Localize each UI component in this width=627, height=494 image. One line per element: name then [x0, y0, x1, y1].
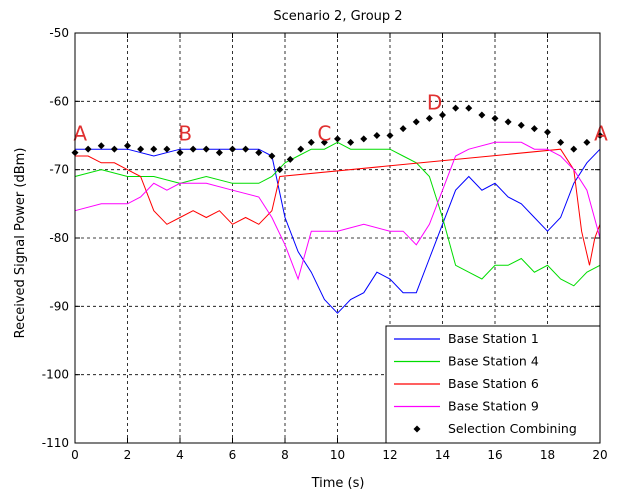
selection-combining-marker	[504, 118, 512, 126]
selection-combining-marker	[297, 145, 305, 153]
selection-combining-marker	[215, 149, 223, 157]
selection-combining-marker	[202, 145, 210, 153]
x-tick-label: 14	[435, 448, 450, 462]
annotation-group: A B C D A	[73, 91, 608, 146]
selection-combining-marker	[255, 149, 263, 157]
selection-combining-marker	[517, 121, 525, 129]
legend-label-base-station-4: Base Station 4	[448, 354, 539, 369]
base-station-4-line	[74, 141, 601, 287]
y-tick-label: -110	[42, 436, 69, 450]
x-tick-label: 18	[540, 448, 555, 462]
x-tick-label: 16	[487, 448, 502, 462]
x-tick-label: 4	[176, 448, 184, 462]
selection-combining-marker	[320, 138, 328, 146]
legend-label-selection-combining: Selection Combining	[448, 421, 577, 436]
annotation-label: A	[594, 121, 608, 145]
annotation-label: D	[427, 91, 442, 115]
x-tick-label: 10	[330, 448, 345, 462]
y-tick-label: -90	[49, 299, 69, 313]
selection-combining-marker	[583, 138, 591, 146]
selection-combining-marker	[386, 132, 394, 139]
legend-label-base-station-9: Base Station 9	[448, 399, 539, 414]
selection-combining-marker	[478, 111, 486, 119]
selection-combining-marker	[307, 138, 315, 146]
annotation-label: A	[73, 121, 87, 145]
selection-combining-marker	[399, 125, 407, 133]
selection-combining-marker	[84, 145, 92, 153]
selection-combining-marker	[334, 135, 341, 143]
chart-title: Scenario 2, Group 2	[273, 9, 402, 24]
y-tick-label: -80	[49, 231, 69, 245]
selection-combining-marker	[229, 145, 236, 153]
selection-combining-marker	[465, 104, 473, 112]
selection-combining-marker	[557, 138, 565, 146]
selection-combining-marker	[425, 114, 433, 122]
selection-combining-marker	[530, 125, 538, 133]
selection-combining-marker	[570, 145, 578, 153]
selection-combining-marker	[439, 111, 446, 119]
selection-combining-marker	[491, 114, 499, 122]
selection-combining-marker	[412, 118, 420, 126]
selection-combining-marker	[544, 128, 551, 136]
selection-combining-marker	[242, 145, 250, 153]
x-tick-label: 0	[71, 448, 79, 462]
x-tick-label: 6	[229, 448, 237, 462]
selection-combining-marker	[276, 166, 284, 174]
base-station-9-line	[74, 141, 601, 281]
selection-combining-marker	[268, 152, 276, 160]
y-tick-label: -60	[49, 94, 69, 108]
x-tick-label: 12	[382, 448, 397, 462]
selection-combining-markers	[71, 104, 604, 174]
legend: Base Station 1 Base Station 4 Base Station…	[385, 325, 601, 444]
selection-combining-marker	[110, 145, 118, 153]
legend-label-base-station-1: Base Station 1	[448, 331, 539, 346]
x-tick-label: 20	[592, 448, 607, 462]
selection-combining-marker	[360, 135, 368, 143]
y-axis-label: Received Signal Power (dBm)	[13, 148, 28, 339]
selection-combining-marker	[286, 155, 294, 163]
x-tick-label: 8	[281, 448, 289, 462]
y-tick-label: -70	[49, 163, 69, 177]
x-tick-label: 2	[124, 448, 132, 462]
y-tick-label: -100	[42, 368, 69, 382]
selection-combining-marker	[176, 149, 184, 157]
annotation-label: C	[317, 121, 331, 145]
selection-combining-marker	[452, 104, 460, 112]
legend-swatch-selection-combining	[413, 425, 421, 433]
selection-combining-marker	[124, 142, 131, 150]
annotation-label: B	[178, 121, 192, 145]
legend-label-base-station-6: Base Station 6	[448, 376, 539, 391]
axis-ticks: 0 2 4 6 8 10 12 14 16 18 20 -50 -60 -70 -80 -90 -100 -110	[42, 26, 608, 462]
selection-combining-marker	[347, 138, 355, 146]
selection-combining-marker	[150, 145, 158, 153]
grid	[75, 33, 600, 443]
selection-combining-marker	[373, 132, 381, 139]
x-axis-label: Time (s)	[311, 476, 365, 491]
selection-combining-marker	[163, 145, 171, 153]
base-station-6-line	[75, 148, 601, 266]
selection-combining-marker	[137, 145, 145, 153]
selection-combining-marker	[189, 145, 197, 153]
selection-combining-marker	[97, 142, 105, 150]
y-tick-label: -50	[49, 26, 69, 40]
